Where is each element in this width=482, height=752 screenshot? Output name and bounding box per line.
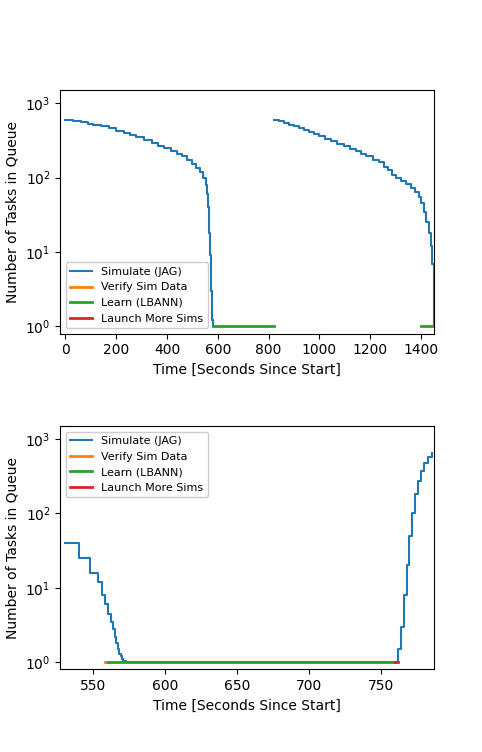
Simulate (JAG) [205,203,211,212]
Simulate (JAG) [193,163,199,172]
Simulate (JAG) [403,561,409,570]
Simulate (JAG) [409,509,415,518]
Simulate (JAG) [398,622,403,631]
Simulate (JAG) [418,467,424,476]
X-axis label: Time [Seconds Since Start]: Time [Seconds Since Start] [153,362,341,377]
Simulate (JAG) [174,149,180,158]
Simulate (JAG) [149,138,155,147]
Simulate (JAG) [126,657,132,666]
Simulate (JAG) [116,649,122,658]
Learn (LBANN) [210,322,216,331]
Simulate (JAG) [132,657,138,666]
Simulate (JAG) [206,218,212,227]
Verify Sim Data [210,322,215,331]
Legend: Simulate (JAG), Verify Sim Data, Learn (LBANN), Launch More Sims: Simulate (JAG), Verify Sim Data, Learn (… [66,262,208,328]
Simulate (JAG) [203,180,209,190]
Simulate (JAG) [208,277,214,286]
Simulate (JAG) [128,657,134,666]
Simulate (JAG) [131,657,136,666]
Simulate (JAG) [189,159,195,168]
Simulate (JAG) [88,568,94,577]
Simulate (JAG) [401,590,406,599]
Simulate (JAG) [201,173,206,182]
Verify Sim Data [210,322,216,331]
Simulate (JAG) [62,538,67,547]
Simulate (JAG) [210,322,215,331]
Learn (LBANN) [271,322,277,331]
Simulate (JAG) [208,270,214,279]
Y-axis label: Number of Tasks in Queue: Number of Tasks in Queue [6,121,20,303]
Simulate (JAG) [91,120,96,129]
X-axis label: Time [Seconds Since Start]: Time [Seconds Since Start] [153,699,341,713]
Simulate (JAG) [185,155,190,164]
Legend: Simulate (JAG), Verify Sim Data, Learn (LBANN), Launch More Sims: Simulate (JAG), Verify Sim Data, Learn (… [66,432,208,497]
Simulate (JAG) [412,490,418,499]
Line: Simulate (JAG): Simulate (JAG) [66,120,213,326]
Launch More Sims [395,657,401,666]
Simulate (JAG) [113,638,119,647]
Simulate (JAG) [155,141,161,150]
Simulate (JAG) [429,449,435,458]
Simulate (JAG) [208,259,214,268]
Simulate (JAG) [107,617,113,626]
Simulate (JAG) [120,656,126,665]
Verify Sim Data [102,657,107,666]
Simulate (JAG) [119,654,125,663]
Simulate (JAG) [127,131,133,140]
Simulate (JAG) [85,120,91,129]
Simulate (JAG) [63,115,68,124]
Simulate (JAG) [204,190,210,199]
Learn (LBANN) [392,657,398,666]
Simulate (JAG) [70,117,76,126]
Simulate (JAG) [161,144,167,153]
Simulate (JAG) [208,251,214,260]
Simulate (JAG) [395,644,401,653]
Simulate (JAG) [141,135,147,144]
Simulate (JAG) [129,657,135,666]
Simulate (JAG) [425,452,431,461]
Launch More Sims [392,657,398,666]
Simulate (JAG) [209,293,214,302]
Simulate (JAG) [98,122,104,131]
Simulate (JAG) [121,129,127,138]
Simulate (JAG) [115,644,120,653]
Simulate (JAG) [78,118,83,127]
Verify Sim Data [105,657,110,666]
Simulate (JAG) [105,609,110,618]
Simulate (JAG) [125,657,131,666]
Simulate (JAG) [134,657,139,666]
Simulate (JAG) [123,657,129,666]
Launch More Sims [271,322,277,331]
Launch More Sims [271,322,277,331]
Simulate (JAG) [112,632,118,641]
Simulate (JAG) [415,477,421,486]
Simulate (JAG) [406,531,412,540]
Simulate (JAG) [95,578,101,587]
Simulate (JAG) [113,126,119,135]
Simulate (JAG) [118,652,123,661]
Simulate (JAG) [106,124,111,133]
Simulate (JAG) [102,600,107,609]
Simulate (JAG) [209,287,214,296]
Simulate (JAG) [206,229,212,238]
Simulate (JAG) [392,657,398,666]
Simulate (JAG) [110,624,116,633]
Simulate (JAG) [421,459,427,468]
Simulate (JAG) [168,146,174,155]
Line: Simulate (JAG): Simulate (JAG) [65,453,432,662]
Simulate (JAG) [99,590,105,599]
Simulate (JAG) [76,553,82,562]
Simulate (JAG) [122,657,128,666]
Simulate (JAG) [209,299,215,308]
Simulate (JAG) [179,152,185,161]
Simulate (JAG) [209,309,215,318]
Simulate (JAG) [207,239,213,248]
Learn (LBANN) [105,657,110,666]
Simulate (JAG) [210,316,215,325]
Y-axis label: Number of Tasks in Queue: Number of Tasks in Queue [6,456,20,638]
Simulate (JAG) [197,167,203,176]
Simulate (JAG) [134,132,139,141]
